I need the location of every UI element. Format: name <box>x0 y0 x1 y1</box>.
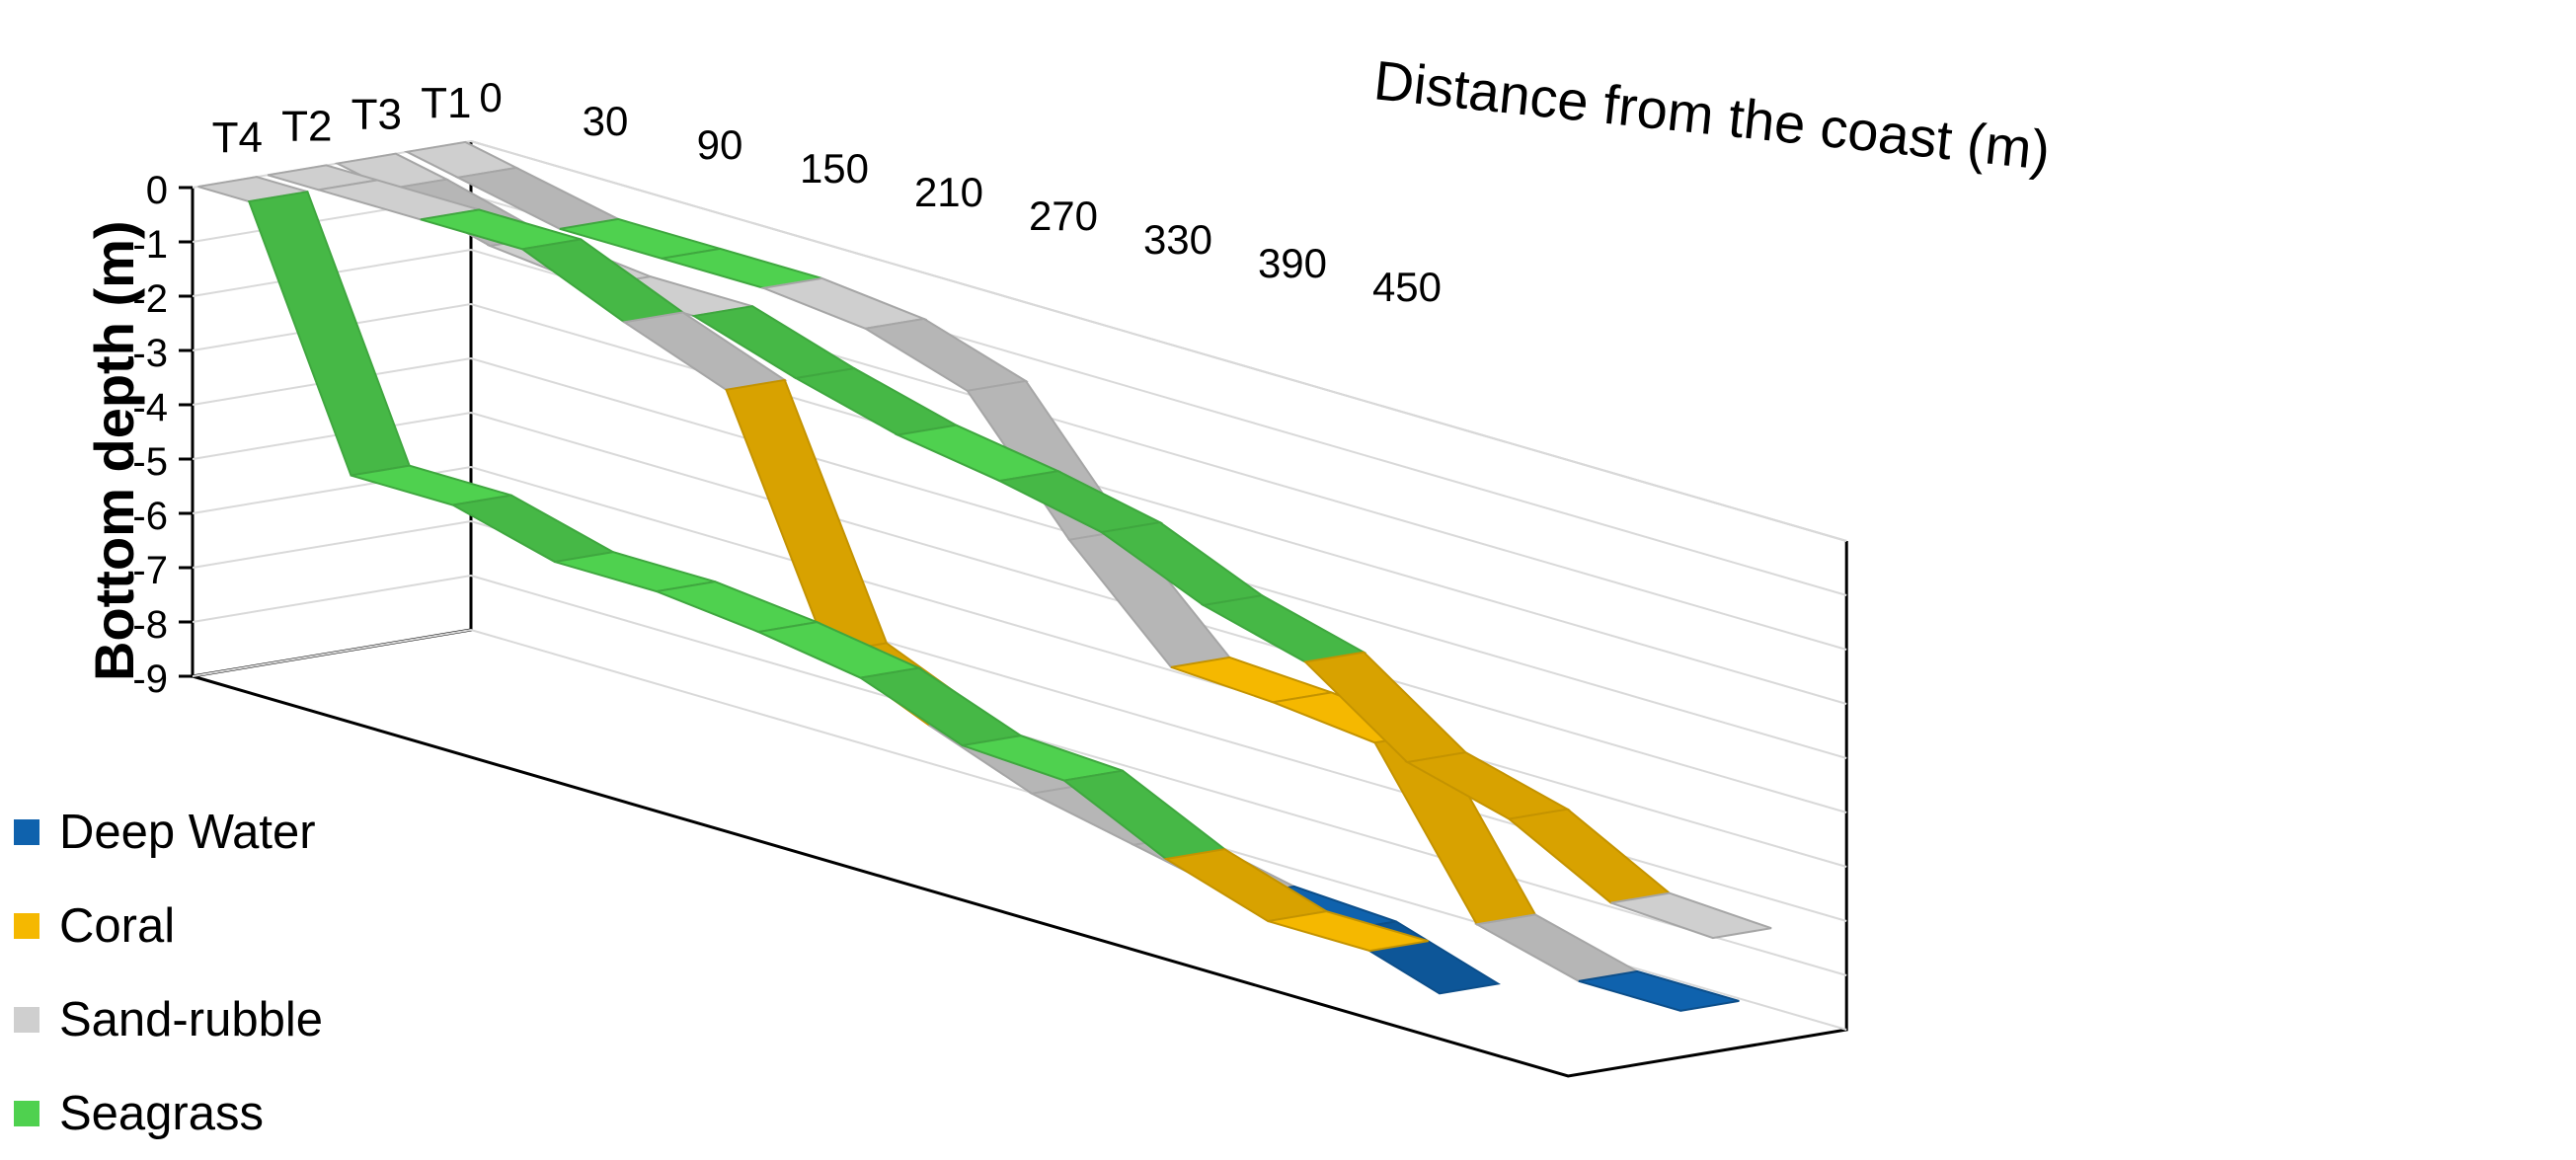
gridline <box>192 574 1847 976</box>
ribbon-segment-deep-water <box>1578 969 1740 1012</box>
legend-item-sand-rubble: Sand-rubble <box>14 972 323 1066</box>
y-tick-label: -8 <box>132 603 168 647</box>
ribbon-segment-seagrass <box>449 494 617 564</box>
depth-category-label: T2 <box>281 102 332 150</box>
gridline <box>192 519 1847 922</box>
x-tick-label: 210 <box>914 169 983 215</box>
y-tick-label: -9 <box>132 657 168 701</box>
floor-edge <box>192 541 1848 1078</box>
y-tick-label: -1 <box>132 223 168 267</box>
legend-item-deep-water: Deep Water <box>14 785 323 879</box>
ribbon-segment-coral <box>1163 848 1330 923</box>
ribbon-segment-sand-rubble <box>1610 891 1772 940</box>
y-tick-label: -4 <box>132 386 168 429</box>
legend-swatch-deep-water <box>14 818 39 845</box>
x-tick-label: 0 <box>479 74 502 120</box>
legend: Deep Water Coral Sand-rubble Seagrass <box>14 785 323 1160</box>
legend-swatch-coral <box>14 912 39 939</box>
x-tick-label: 30 <box>583 98 629 144</box>
ribbon-segment-sand-rubble <box>862 317 1029 392</box>
axis-labels: 0 -1 -2 -3 -4 -5 -6 -7 -8 -9 0 30 90 150 210 270 330 390 4… <box>132 74 1442 701</box>
depth-category-label: T1 <box>421 79 471 127</box>
x-axis-title: Distance from the coast (m) <box>1371 48 2054 182</box>
y-axis-title: Bottom depth (m) <box>83 220 145 681</box>
depth-category-label: T3 <box>351 91 402 139</box>
x-tick-label: 150 <box>800 145 869 192</box>
depth-category-label: T4 <box>212 114 263 162</box>
legend-item-seagrass: Seagrass <box>14 1066 323 1160</box>
ribbon-segment-seagrass <box>793 367 960 436</box>
ribbon-segment-sand-rubble <box>1473 913 1641 982</box>
gridline <box>192 628 1847 1031</box>
ribbon-segment-seagrass <box>653 580 821 634</box>
y-tick-label: -7 <box>132 549 168 592</box>
gridline <box>192 356 1847 759</box>
legend-label: Seagrass <box>59 1086 265 1140</box>
y-tick-label: 0 <box>146 169 168 212</box>
chart-walls <box>191 140 1848 1078</box>
ribbon-segment-coral <box>1507 808 1673 904</box>
x-tick-label: 90 <box>697 121 743 168</box>
legend-item-coral: Coral <box>14 879 323 972</box>
y-tick-label: -2 <box>132 277 168 321</box>
ribbon-segment-seagrass <box>247 191 412 477</box>
series-T4 <box>197 176 1429 953</box>
gridlines <box>192 139 1847 1031</box>
y-tick-label: -6 <box>132 495 168 538</box>
x-tick-label: 390 <box>1258 240 1327 286</box>
x-tick-label: 450 <box>1372 264 1442 310</box>
ribbon-segment-sand-rubble <box>759 276 928 330</box>
ribbons <box>197 140 1772 1012</box>
y-tick-label: -3 <box>132 332 168 375</box>
legend-label: Coral <box>59 898 176 953</box>
ribbon-segment-seagrass <box>1200 594 1367 663</box>
x-tick-label: 330 <box>1143 216 1212 263</box>
ribbon-segment-coral <box>1267 910 1429 953</box>
legend-label: Sand-rubble <box>59 992 323 1046</box>
gridline <box>192 302 1847 705</box>
legend-label: Deep Water <box>59 805 316 859</box>
y-tick-label: -5 <box>132 440 168 484</box>
x-tick-label: 270 <box>1029 193 1098 239</box>
legend-swatch-seagrass <box>14 1100 39 1126</box>
legend-swatch-sand-rubble <box>14 1006 39 1033</box>
